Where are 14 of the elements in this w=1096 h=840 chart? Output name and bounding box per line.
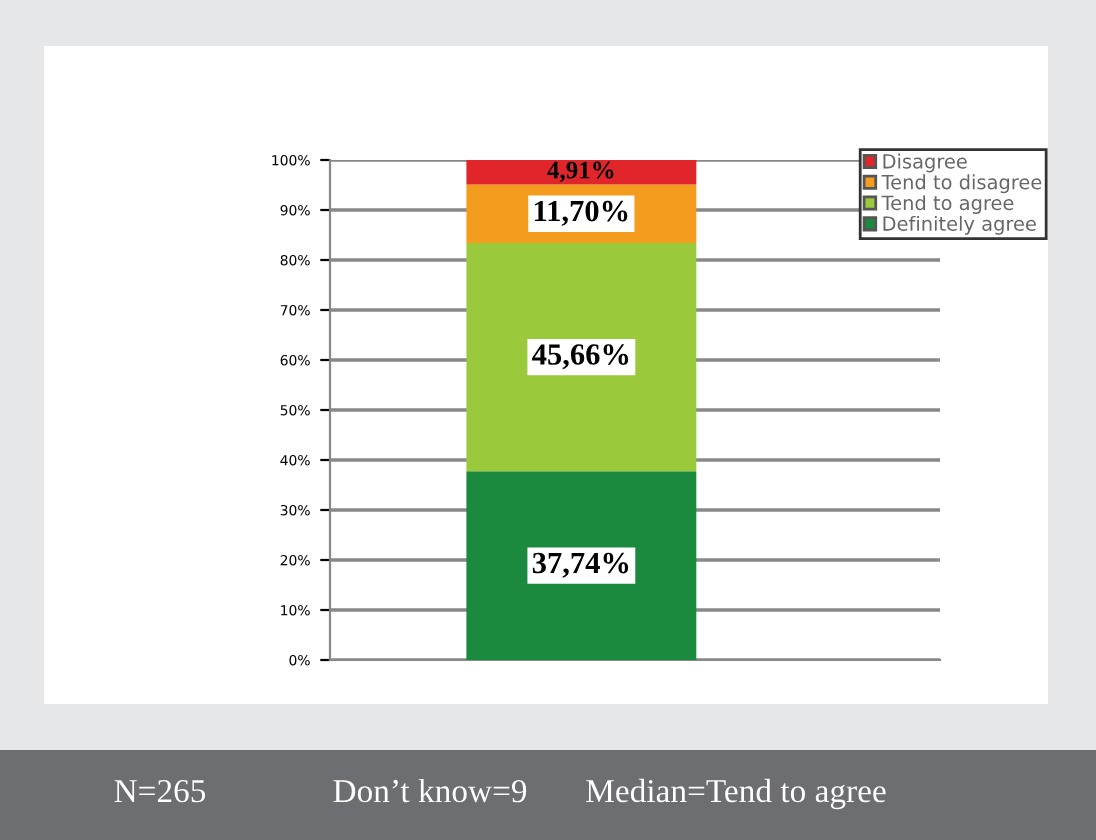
bar [466, 160, 697, 185]
legend-label: Disagree [883, 153, 967, 173]
text: N=265 [114, 779, 206, 803]
bar [466, 471, 697, 660]
legend-label: Definitely agree [883, 215, 1036, 235]
data-label: 4,91% [547, 161, 614, 183]
text: Median=Tend to agree [586, 778, 886, 810]
text: Don’t know=9 [333, 778, 527, 803]
legend-label: Tend to agree [881, 195, 1014, 214]
data-label: 37,74% [532, 552, 629, 578]
bar [466, 243, 697, 472]
data-label: 11,70% [534, 200, 628, 226]
legend-label: Tend to disagree [881, 174, 1042, 194]
data-label: 45,66% [532, 344, 629, 370]
